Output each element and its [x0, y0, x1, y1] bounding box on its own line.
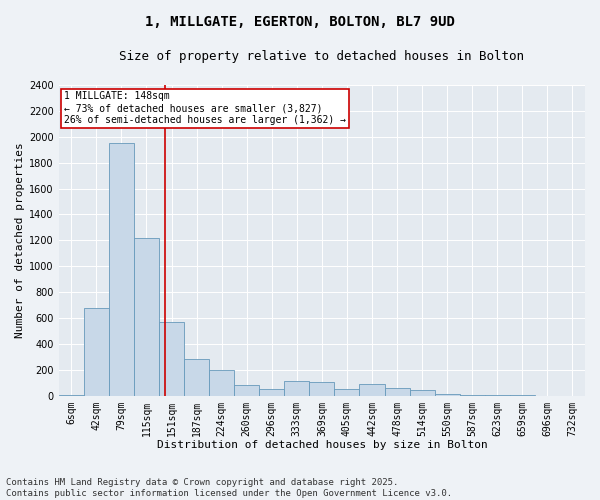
Title: Size of property relative to detached houses in Bolton: Size of property relative to detached ho…: [119, 50, 524, 63]
Text: 1, MILLGATE, EGERTON, BOLTON, BL7 9UD: 1, MILLGATE, EGERTON, BOLTON, BL7 9UD: [145, 15, 455, 29]
Bar: [284, 382, 310, 396]
X-axis label: Distribution of detached houses by size in Bolton: Distribution of detached houses by size …: [157, 440, 487, 450]
Bar: [334, 389, 359, 396]
Bar: [109, 144, 134, 396]
Bar: [84, 308, 109, 396]
Y-axis label: Number of detached properties: Number of detached properties: [15, 142, 25, 338]
Bar: [59, 395, 84, 396]
Bar: [209, 370, 234, 396]
Bar: [359, 384, 385, 396]
Bar: [410, 390, 434, 396]
Bar: [385, 388, 410, 396]
Bar: [234, 386, 259, 396]
Bar: [460, 395, 485, 396]
Text: 1 MILLGATE: 148sqm
← 73% of detached houses are smaller (3,827)
26% of semi-deta: 1 MILLGATE: 148sqm ← 73% of detached hou…: [64, 92, 346, 124]
Bar: [310, 382, 334, 396]
Bar: [159, 322, 184, 396]
Bar: [434, 394, 460, 396]
Text: Contains HM Land Registry data © Crown copyright and database right 2025.
Contai: Contains HM Land Registry data © Crown c…: [6, 478, 452, 498]
Bar: [259, 389, 284, 396]
Bar: [184, 360, 209, 396]
Bar: [134, 238, 159, 396]
